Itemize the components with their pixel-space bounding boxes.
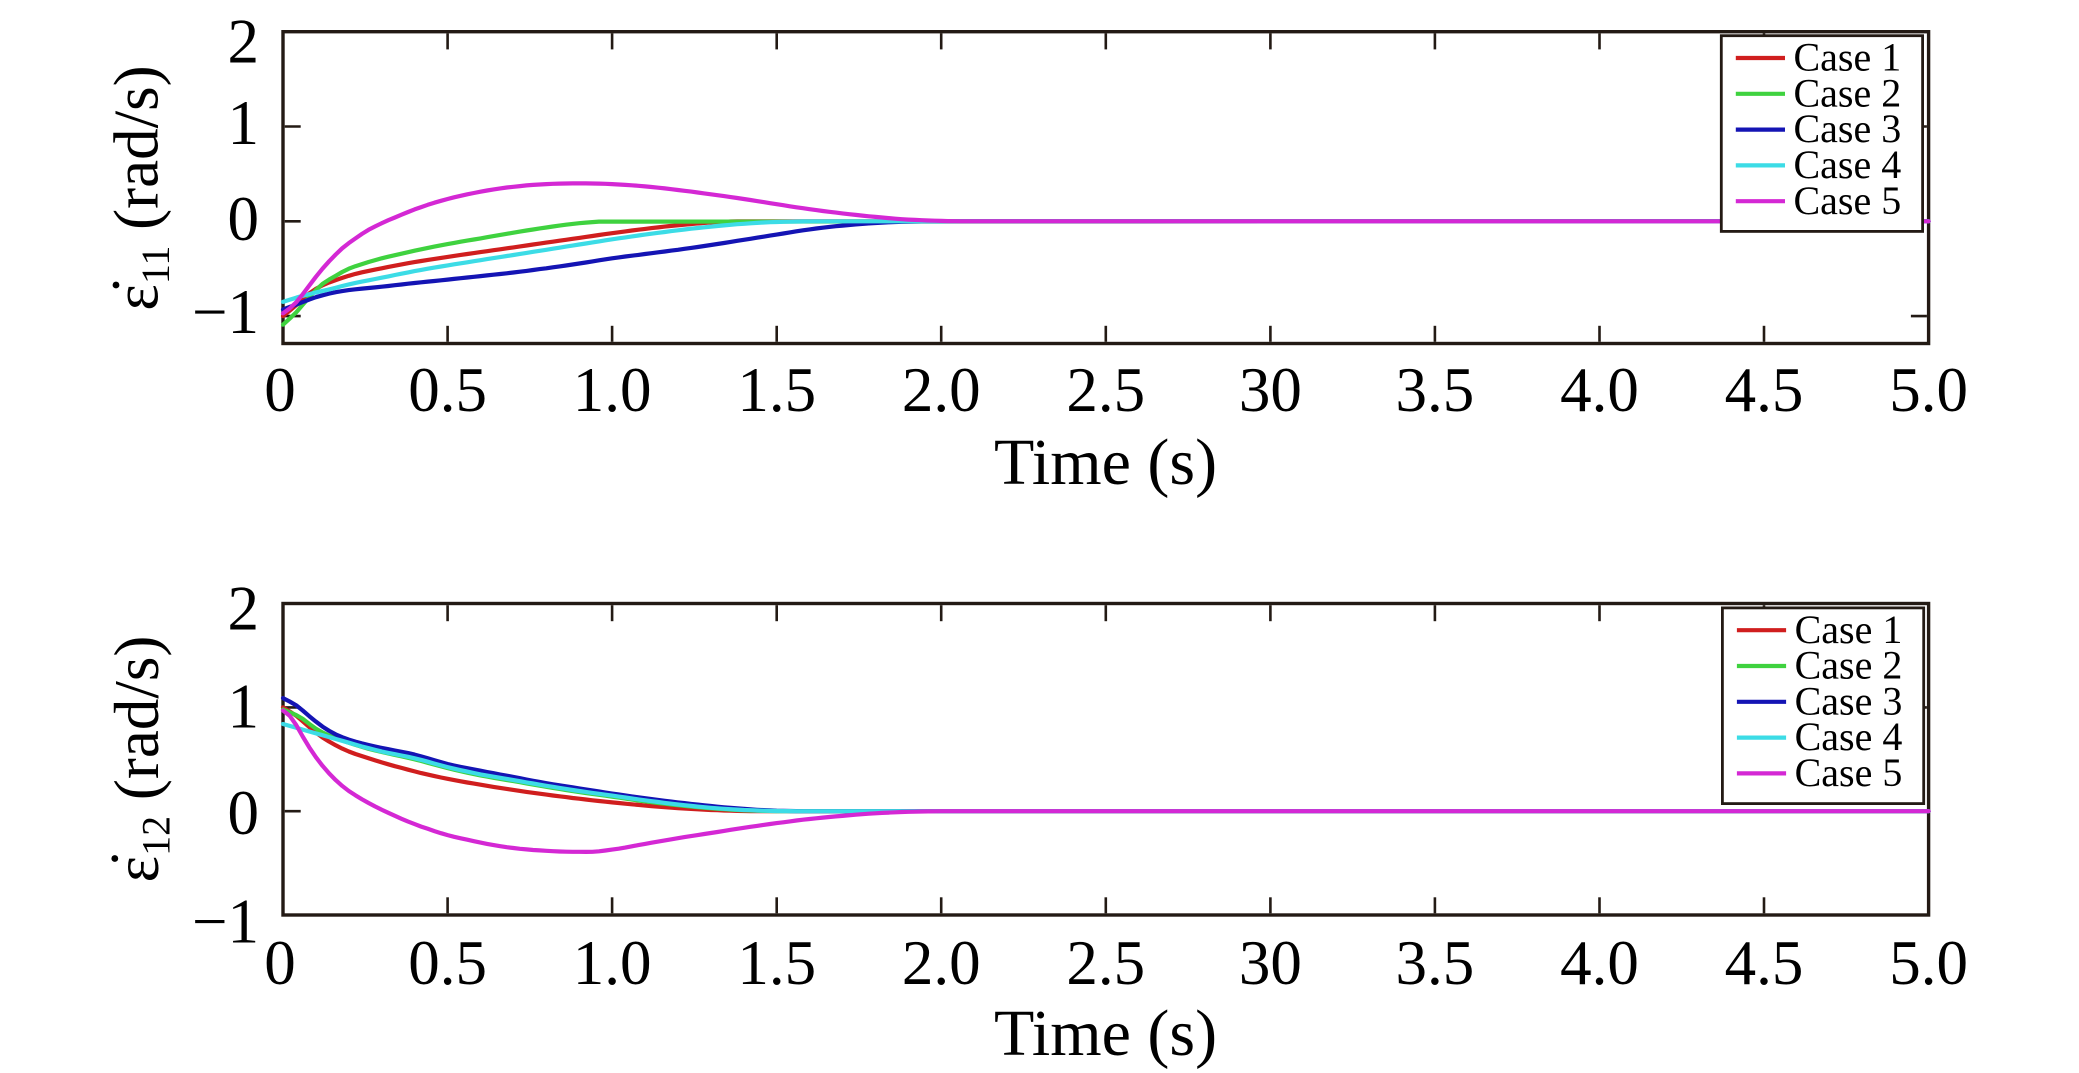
svg-text:Case 2: Case 2 (1794, 70, 1902, 115)
svg-text:ε11 (rad/s): ε11 (rad/s) (102, 65, 179, 310)
svg-text:4.0: 4.0 (1560, 355, 1639, 425)
svg-text:3.5: 3.5 (1396, 355, 1475, 425)
svg-text:Case 3: Case 3 (1794, 106, 1902, 151)
svg-text:−1: −1 (192, 277, 259, 347)
svg-text:1.0: 1.0 (573, 355, 652, 425)
svg-text:0: 0 (228, 184, 260, 254)
svg-text:Time (s): Time (s) (994, 426, 1217, 499)
svg-text:2.0: 2.0 (902, 928, 981, 998)
svg-text:2.5: 2.5 (1066, 928, 1145, 998)
svg-text:1.5: 1.5 (737, 928, 816, 998)
svg-text:30: 30 (1239, 928, 1302, 998)
svg-text:30: 30 (1239, 355, 1302, 425)
svg-text:5.0: 5.0 (1889, 355, 1968, 425)
svg-text:1: 1 (228, 88, 260, 158)
svg-text:4.5: 4.5 (1725, 355, 1804, 425)
svg-text:4.0: 4.0 (1560, 928, 1639, 998)
svg-text:0: 0 (264, 355, 296, 425)
svg-text:1.5: 1.5 (737, 355, 816, 425)
svg-text:1.0: 1.0 (573, 928, 652, 998)
svg-text:2.5: 2.5 (1066, 355, 1145, 425)
svg-text:0.5: 0.5 (408, 355, 487, 425)
svg-text:Time (s): Time (s) (994, 997, 1217, 1070)
svg-text:1: 1 (228, 672, 260, 742)
svg-text:Case 5: Case 5 (1795, 750, 1903, 795)
svg-text:2.0: 2.0 (902, 355, 981, 425)
svg-text:Case 5: Case 5 (1794, 178, 1902, 223)
svg-text:2: 2 (228, 574, 260, 644)
svg-text:5.0: 5.0 (1889, 928, 1968, 998)
svg-text:Case 4: Case 4 (1795, 714, 1903, 759)
svg-text:Case 3: Case 3 (1795, 678, 1903, 723)
svg-text:Case 1: Case 1 (1795, 607, 1903, 652)
svg-text:0.5: 0.5 (408, 928, 487, 998)
svg-text:2: 2 (228, 7, 260, 77)
svg-text:ε12 (rad/s): ε12 (rad/s) (102, 636, 179, 883)
svg-text:0: 0 (228, 778, 260, 848)
svg-text:4.5: 4.5 (1725, 928, 1804, 998)
svg-text:Case 1: Case 1 (1794, 35, 1902, 80)
svg-text:0: 0 (264, 928, 296, 998)
svg-text:−1: −1 (192, 887, 259, 957)
svg-text:3.5: 3.5 (1396, 928, 1475, 998)
svg-text:Case 4: Case 4 (1794, 142, 1902, 187)
svg-text:Case 2: Case 2 (1795, 643, 1903, 688)
